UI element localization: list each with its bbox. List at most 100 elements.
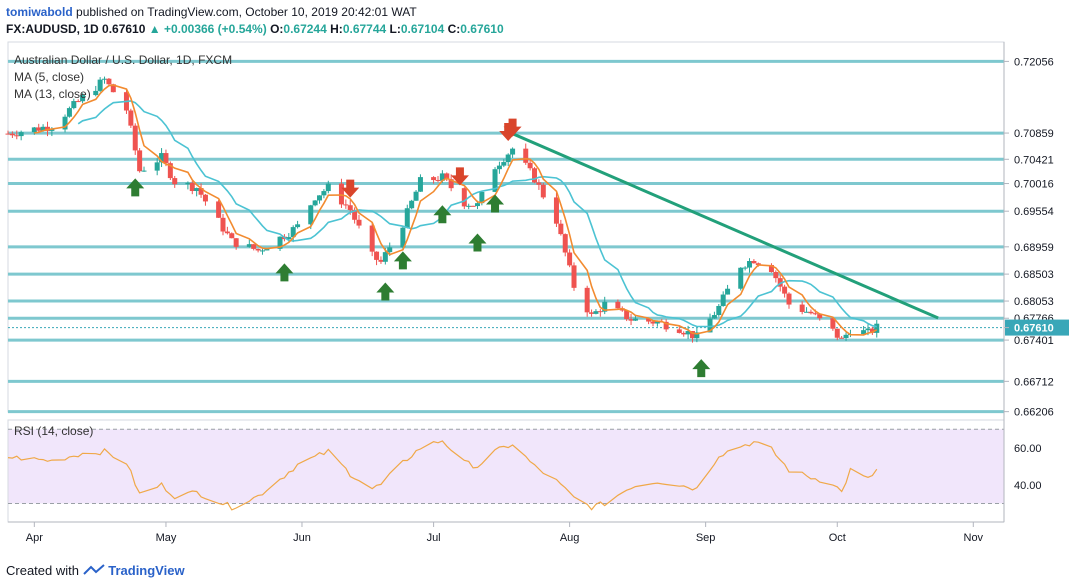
candle-body bbox=[356, 219, 362, 226]
candle bbox=[154, 158, 160, 176]
price-axis-label: 0.70859 bbox=[1014, 128, 1054, 140]
candle-body bbox=[75, 101, 81, 103]
time-axis-label: Nov bbox=[964, 532, 984, 544]
candle bbox=[628, 313, 634, 326]
candle bbox=[71, 98, 77, 110]
candle-body bbox=[624, 310, 630, 320]
candle-body bbox=[40, 126, 46, 131]
candle bbox=[255, 248, 261, 253]
candle bbox=[782, 284, 788, 298]
time-axis-label: Jul bbox=[427, 532, 441, 544]
candle bbox=[194, 187, 200, 197]
candle bbox=[356, 214, 362, 229]
candle-body bbox=[14, 135, 20, 137]
candle bbox=[804, 307, 810, 313]
candle-body bbox=[128, 110, 134, 126]
candle bbox=[66, 106, 72, 118]
candle bbox=[536, 179, 542, 190]
price-axis-label: 0.72056 bbox=[1014, 56, 1054, 68]
candle-body bbox=[567, 252, 573, 266]
candle-body bbox=[742, 267, 748, 269]
series-title[interactable]: Australian Dollar / U.S. Dollar, 1D, FXC… bbox=[14, 53, 233, 67]
candle bbox=[773, 270, 779, 283]
candle-body bbox=[277, 236, 283, 249]
signal-arrows bbox=[126, 118, 711, 378]
candle bbox=[768, 263, 774, 273]
candle bbox=[295, 220, 301, 229]
candle-body bbox=[597, 311, 603, 313]
candle-body bbox=[31, 127, 37, 133]
candle-body bbox=[172, 178, 178, 185]
author-link[interactable]: tomiwabold bbox=[6, 5, 73, 19]
tradingview-link[interactable]: TradingView bbox=[108, 563, 185, 578]
price-axis-label: 0.67401 bbox=[1014, 335, 1054, 347]
candle-body bbox=[413, 191, 419, 201]
ma5-line bbox=[34, 84, 878, 336]
candle bbox=[97, 77, 103, 93]
candle bbox=[62, 114, 68, 133]
candle-body bbox=[839, 337, 845, 339]
candle bbox=[589, 309, 595, 317]
rsi-axis-label: 60.00 bbox=[1014, 443, 1042, 455]
price-axis-label: 0.70421 bbox=[1014, 154, 1054, 166]
candle-body bbox=[62, 116, 68, 130]
buy-arrow-icon bbox=[393, 251, 412, 270]
high-value: 0.67744 bbox=[342, 22, 387, 36]
candle-body bbox=[259, 250, 265, 252]
candle bbox=[259, 248, 265, 255]
candle bbox=[404, 204, 410, 229]
candle-body bbox=[812, 313, 818, 315]
candle bbox=[830, 317, 836, 331]
price-axis[interactable]: 0.72056 0.70859 0.70421 0.70016 0.69554 0.689… bbox=[1003, 42, 1069, 522]
candle bbox=[869, 326, 875, 335]
candle bbox=[18, 130, 24, 141]
candle-body bbox=[593, 311, 599, 314]
candle-body bbox=[343, 204, 349, 206]
candle-body bbox=[163, 153, 169, 164]
symbol-quote-line: FX:AUDUSD, 1D 0.67610 ▲ +0.00366 (+0.54%… bbox=[6, 22, 504, 36]
close-label: C: bbox=[447, 22, 461, 36]
candle-body bbox=[689, 331, 695, 339]
horizontal-levels bbox=[8, 59, 1004, 414]
candle bbox=[317, 195, 323, 204]
candle-body bbox=[466, 205, 472, 207]
candle-body bbox=[782, 286, 788, 294]
candle-body bbox=[505, 154, 511, 163]
candle-body bbox=[448, 179, 454, 189]
candle bbox=[839, 336, 845, 339]
candle bbox=[400, 225, 406, 250]
candle-body bbox=[202, 194, 208, 202]
rsi-legend[interactable]: RSI (14, close) bbox=[14, 424, 94, 438]
candle-body bbox=[628, 319, 634, 321]
candle bbox=[720, 291, 726, 307]
candle bbox=[229, 232, 235, 239]
candle bbox=[132, 123, 138, 155]
price-axis-label: 0.68053 bbox=[1014, 296, 1054, 308]
candle-body bbox=[461, 188, 467, 207]
candle-body bbox=[198, 188, 204, 195]
candle-body bbox=[584, 287, 590, 313]
time-axis[interactable]: Apr May Jun Jul Aug Sep Oct Nov bbox=[8, 521, 1004, 544]
candle bbox=[277, 236, 283, 252]
candle bbox=[338, 178, 344, 208]
candle-body bbox=[874, 323, 880, 333]
candle bbox=[523, 143, 529, 165]
time-axis-label: Aug bbox=[560, 532, 580, 544]
candle bbox=[106, 77, 112, 86]
candle bbox=[321, 189, 327, 199]
candle-body bbox=[738, 267, 744, 289]
ma13-legend[interactable]: MA (13, close) bbox=[14, 87, 91, 101]
candle bbox=[80, 93, 86, 104]
candle-body bbox=[93, 90, 99, 96]
candle-body bbox=[536, 182, 542, 185]
ma5-legend[interactable]: MA (5, close) bbox=[14, 70, 85, 84]
price-axis-label: 0.66712 bbox=[1014, 376, 1054, 388]
price-change: ▲ +0.00366 (+0.54%) bbox=[148, 22, 267, 36]
rsi-axis[interactable]: 60.00 40.00 bbox=[1014, 443, 1042, 492]
last-price: 0.67610 bbox=[102, 22, 146, 36]
candle-body bbox=[431, 177, 437, 181]
candle bbox=[527, 158, 533, 171]
candle bbox=[510, 147, 516, 158]
rsi-line bbox=[7, 440, 878, 511]
